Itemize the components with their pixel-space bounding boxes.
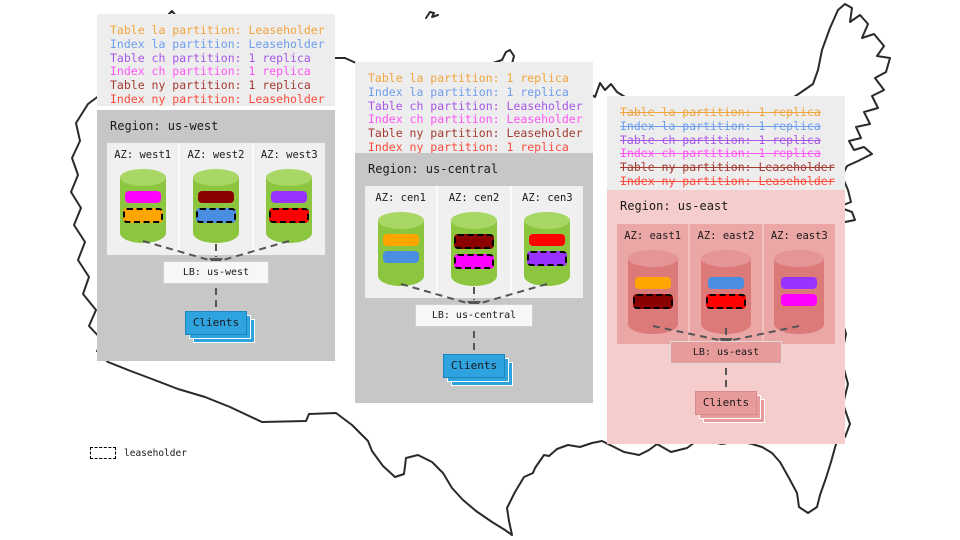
- az-label: AZ: west1: [114, 149, 172, 161]
- leaseholder-swatch-icon: [90, 447, 116, 459]
- az-zone: AZ: west2: [180, 143, 254, 255]
- az-strip: AZ: east1 AZ: east2 AZ:: [617, 224, 835, 344]
- clients-stack: Clients: [185, 311, 255, 343]
- region-title: Region: us-central: [368, 162, 499, 176]
- status-line: Index ny partition: Leaseholder: [620, 173, 835, 188]
- partition-status-panel-us-west: Table la partition: Leaseholder Index la…: [97, 14, 335, 106]
- az-zone: AZ: cen2: [438, 186, 512, 298]
- clients-label: Clients: [185, 311, 247, 335]
- status-line: Table la partition: Leaseholder: [110, 23, 325, 37]
- status-line: Table la partition: 1 replica: [620, 105, 821, 119]
- cylinder-top: [700, 250, 751, 267]
- cylinder-top: [377, 212, 424, 229]
- az-label: AZ: west3: [260, 149, 318, 161]
- status-line: Index ny partition: Leaseholder: [110, 91, 325, 106]
- cylinder-top: [192, 169, 239, 186]
- partition-bar: [271, 191, 308, 203]
- status-line: Index ny partition: 1 replica: [368, 139, 569, 154]
- database-node-icon: [524, 212, 571, 286]
- partition-bar: [453, 234, 494, 249]
- status-line: Table ch partition: 1 replica: [110, 50, 311, 65]
- clients-stack: Clients: [443, 354, 513, 386]
- partition-bar: [527, 251, 568, 266]
- partition-bar: [122, 208, 163, 223]
- az-zone: AZ: cen1: [365, 186, 439, 298]
- cylinder-body: [450, 220, 497, 286]
- load-balancer: LB: us-west: [163, 261, 269, 284]
- cylinder-top: [450, 212, 497, 229]
- az-label: AZ: west2: [187, 149, 245, 161]
- status-line: Index ch partition: 1 replica: [620, 146, 821, 161]
- status-line: Table ch partition: 1 replica: [620, 132, 821, 147]
- status-line: Table ny partition: Leaseholder: [368, 126, 583, 141]
- database-node-icon: [266, 169, 313, 243]
- status-line: Index la partition: Leaseholder: [110, 36, 325, 51]
- database-node-icon: [700, 250, 751, 334]
- load-balancer: LB: us-east: [670, 341, 782, 364]
- az-strip: AZ: west1 AZ: west2 AZ:: [107, 143, 325, 255]
- partition-bar: [707, 277, 744, 289]
- az-zone: AZ: east3: [764, 224, 835, 344]
- partition-bar: [197, 191, 234, 203]
- partition-bar: [632, 294, 673, 309]
- region-title: Region: us-east: [620, 199, 729, 213]
- status-line: Table la partition: 1 replica: [368, 71, 569, 85]
- az-zone: AZ: west1: [107, 143, 181, 255]
- region-box-us-east: Region: us-east AZ: east1 AZ: east2: [607, 190, 845, 444]
- partition-bar: [634, 277, 671, 289]
- clients-label: Clients: [695, 391, 757, 415]
- database-node-icon: [450, 212, 497, 286]
- load-balancer: LB: us-central: [415, 304, 533, 327]
- az-label: AZ: cen2: [448, 192, 500, 204]
- partition-bar: [124, 191, 161, 203]
- status-line: Index la partition: 1 replica: [620, 118, 821, 133]
- database-node-icon: [774, 250, 825, 334]
- clients-stack: Clients: [695, 391, 765, 423]
- cylinder-top: [774, 250, 825, 267]
- database-node-icon: [627, 250, 678, 334]
- region-box-us-central: Region: us-central AZ: cen1 AZ: cen2: [355, 153, 593, 403]
- status-line: Index ch partition: Leaseholder: [368, 112, 583, 127]
- cylinder-top: [524, 212, 571, 229]
- status-line: Index la partition: 1 replica: [368, 84, 569, 99]
- az-zone: AZ: west3: [254, 143, 325, 255]
- leaseholder-key: leaseholder: [90, 447, 187, 459]
- partition-bar: [382, 251, 419, 263]
- partition-bar: [781, 277, 818, 289]
- status-line: Table ch partition: Leaseholder: [368, 98, 583, 113]
- cylinder-top: [119, 169, 166, 186]
- az-label: AZ: cen1: [375, 192, 426, 204]
- clients-label: Clients: [443, 354, 505, 378]
- az-label: AZ: east3: [770, 230, 828, 242]
- cylinder-top: [627, 250, 678, 267]
- cylinder-top: [266, 169, 313, 186]
- az-label: AZ: east2: [697, 230, 755, 242]
- partition-status-panel-us-central: Table la partition: 1 replica Index la p…: [355, 62, 593, 154]
- database-node-icon: [119, 169, 166, 243]
- az-zone: AZ: cen3: [512, 186, 583, 298]
- partition-bar: [781, 294, 818, 306]
- az-strip: AZ: cen1 AZ: cen2 AZ: ce: [365, 186, 583, 298]
- status-line: Table ny partition: 1 replica: [110, 78, 311, 93]
- partition-bar: [453, 254, 494, 269]
- leaseholder-key-label: leaseholder: [124, 447, 187, 459]
- az-zone: AZ: east2: [690, 224, 764, 344]
- az-label: AZ: east1: [624, 230, 682, 242]
- status-line: Index ch partition: 1 replica: [110, 64, 311, 79]
- region-title: Region: us-west: [110, 119, 219, 133]
- partition-bar: [195, 208, 236, 223]
- az-zone: AZ: east1: [617, 224, 691, 344]
- region-box-us-west: Region: us-west AZ: west1 AZ: west2: [97, 110, 335, 361]
- partition-status-panel-us-east: Table la partition: 1 replica Index la p…: [607, 96, 845, 190]
- az-label: AZ: cen3: [522, 192, 573, 204]
- partition-bar: [529, 234, 566, 246]
- partition-bar: [705, 294, 746, 309]
- database-node-icon: [192, 169, 239, 243]
- partition-bar: [269, 208, 310, 223]
- status-line: Table ny partition: Leaseholder: [620, 160, 835, 175]
- database-node-icon: [377, 212, 424, 286]
- partition-bar: [382, 234, 419, 246]
